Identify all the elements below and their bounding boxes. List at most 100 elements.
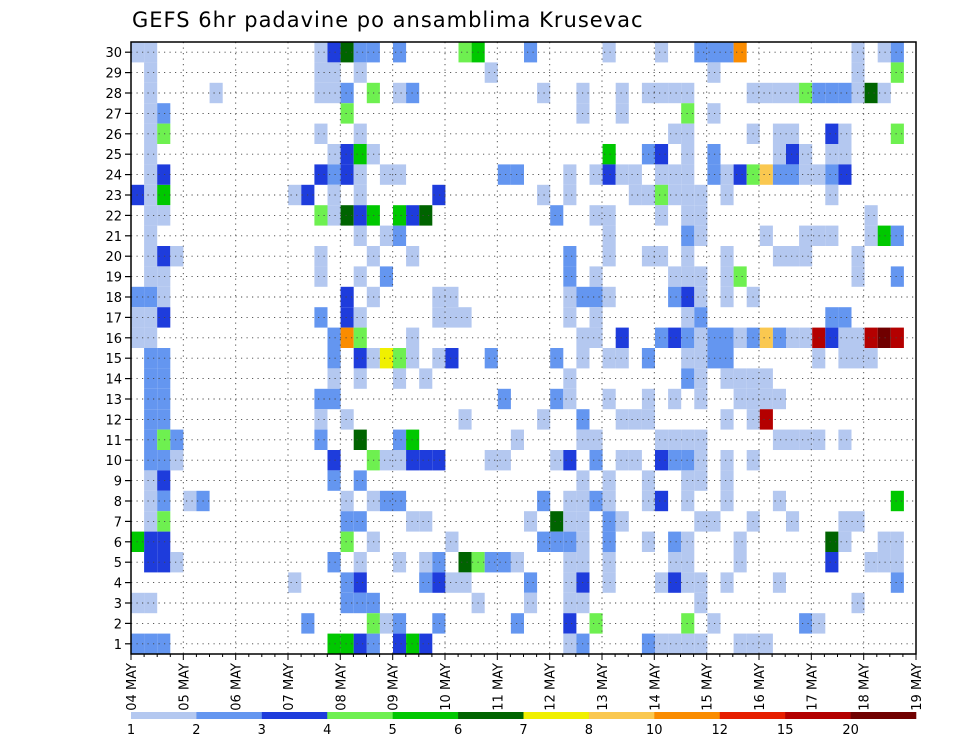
heat-cell [563, 511, 577, 532]
heat-cell [668, 531, 682, 552]
heat-cell [694, 592, 708, 614]
heat-cell [720, 572, 734, 593]
heat-cell [668, 327, 682, 348]
heat-cell [314, 388, 328, 410]
heat-cell [838, 123, 852, 144]
heat-cell [589, 205, 603, 226]
heat-cell [681, 225, 695, 246]
heat-cell [393, 552, 407, 573]
heat-cell [157, 429, 171, 450]
heat-cell [825, 144, 839, 165]
heat-cell [157, 286, 171, 308]
heat-cell [733, 164, 747, 185]
heat-cell [890, 62, 904, 83]
heat-cell [655, 450, 669, 471]
heat-cell [327, 368, 341, 389]
y-tick-label: 24 [105, 169, 122, 184]
heat-cell [393, 490, 407, 512]
x-tick-label: 09 MAY [387, 663, 402, 711]
heat-cell [720, 450, 734, 471]
heat-cell [458, 307, 472, 328]
heat-cell [733, 388, 747, 410]
colorbar-swatch [327, 712, 393, 719]
heat-cell [681, 144, 695, 165]
heat-cell [314, 42, 328, 63]
colorbar-label: 20 [842, 723, 859, 738]
heat-cell [838, 144, 852, 165]
heat-cell [615, 409, 629, 430]
x-tick-label: 14 MAY [648, 663, 663, 711]
heat-cell [772, 144, 786, 165]
heat-cell [445, 307, 459, 328]
heat-cell [681, 246, 695, 267]
heat-cell [694, 225, 708, 246]
heat-cell [615, 511, 629, 532]
heat-cell [340, 164, 354, 185]
heat-cell [144, 368, 158, 389]
heat-cell [484, 552, 498, 573]
heat-cell [707, 103, 721, 124]
colorbar-label: 2 [192, 723, 200, 738]
heat-cell [170, 450, 184, 471]
heat-cell [327, 327, 341, 348]
heat-cell [157, 246, 171, 267]
heat-cell [864, 327, 878, 348]
heat-cell [327, 552, 341, 573]
heat-cell [668, 164, 682, 185]
heat-cell [340, 633, 354, 654]
y-tick-label: 8 [114, 495, 122, 510]
heat-cell [799, 144, 813, 165]
heat-cell [694, 327, 708, 348]
heat-cell [144, 184, 158, 206]
heat-cell [340, 144, 354, 165]
heat-cell [419, 572, 433, 593]
heat-cell [838, 327, 852, 348]
heat-cell [825, 123, 839, 144]
colorbar-label: 15 [777, 723, 794, 738]
heat-cell [759, 82, 773, 104]
heat-cell [144, 62, 158, 83]
heat-cell [694, 286, 708, 308]
heat-cell [655, 184, 669, 206]
chart-title: GEFS 6hr padavine po ansamblima Krusevac [132, 8, 644, 32]
y-tick-label: 1 [114, 638, 122, 653]
heat-cell [681, 266, 695, 287]
heat-cell [681, 164, 695, 185]
heat-cell [825, 552, 839, 573]
heat-cell [799, 613, 813, 634]
heat-cell [314, 62, 328, 83]
heat-cell [825, 225, 839, 246]
heat-cell [393, 164, 407, 185]
y-tick-label: 2 [114, 617, 122, 632]
heat-cell [393, 225, 407, 246]
heat-cell [157, 184, 171, 206]
heat-cell [144, 490, 158, 512]
heat-cell [864, 205, 878, 226]
heat-cell [144, 205, 158, 226]
y-tick-label: 30 [105, 46, 122, 61]
y-tick-label: 16 [105, 332, 122, 347]
heat-cell [786, 511, 800, 532]
heat-cell [497, 388, 511, 410]
heat-cell [393, 633, 407, 654]
heat-cell [432, 450, 446, 471]
heat-cell [393, 368, 407, 389]
heat-cell [484, 348, 498, 369]
heat-cell [484, 62, 498, 83]
colorbar-label: 12 [712, 723, 729, 738]
heat-cell [524, 42, 538, 63]
y-tick-label: 7 [114, 515, 122, 530]
x-axis: 04 MAY 05 MAY 06 MAY 07 MAY 08 MAY 09 MAY 10 M… [125, 654, 925, 711]
heat-cell [681, 531, 695, 552]
heat-cell [432, 613, 446, 634]
colorbar-label: 5 [389, 723, 397, 738]
y-tick-label: 9 [114, 475, 122, 490]
heat-cell [432, 184, 446, 206]
heat-cell [157, 490, 171, 512]
y-axis: 1234567891011121314151617181920212223242… [105, 46, 131, 653]
heat-cell [655, 429, 669, 450]
heat-cell [602, 225, 616, 246]
heat-cell [550, 450, 564, 471]
heat-cell [419, 450, 433, 471]
